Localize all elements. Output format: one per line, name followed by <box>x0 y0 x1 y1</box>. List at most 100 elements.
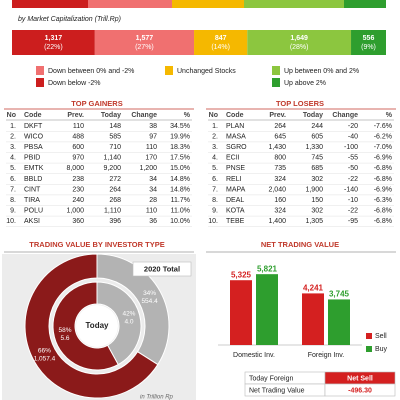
slice-share: 58% <box>59 327 72 334</box>
donut-title: TRADING VALUE BY INVESTOR TYPE <box>29 240 164 249</box>
segment-value: 556 <box>363 35 375 42</box>
top-bar-piece <box>12 0 88 8</box>
bar <box>230 280 252 345</box>
table-cell: 244 <box>311 123 323 130</box>
slice-share: 66% <box>38 348 51 355</box>
stack-segment <box>194 30 248 55</box>
table-cell: 8. <box>212 197 218 204</box>
segment-share: (27%) <box>135 44 154 51</box>
table-cell: -22 <box>348 208 358 215</box>
table-cell: 148 <box>109 123 121 130</box>
segment-share: (22%) <box>44 44 63 51</box>
table-cell: 230 <box>72 186 84 193</box>
top-bar-piece <box>88 0 172 8</box>
table-cell: 9. <box>212 208 218 215</box>
table-cell: 7. <box>10 186 16 193</box>
bar <box>328 299 350 345</box>
legend-label: Unchanged Stocks <box>177 68 236 75</box>
table-cell: KOTA <box>226 208 245 215</box>
column-header: Change <box>332 112 358 119</box>
table-cell: 1,305 <box>305 218 323 225</box>
table-cell: WICO <box>24 133 44 140</box>
table-cell: 645 <box>274 133 286 140</box>
table-cell: 34.5% <box>170 123 190 130</box>
bar <box>256 274 278 345</box>
table-cell: PBID <box>24 155 40 162</box>
table-cell: 800 <box>274 155 286 162</box>
legend-label: Down below -2% <box>48 80 101 87</box>
table-cell: 1. <box>212 123 218 130</box>
table-cell: 17.5% <box>170 155 190 162</box>
table-cell: -6.8% <box>374 176 392 183</box>
table-cell: 150 <box>311 197 323 204</box>
table-cell: DEAL <box>226 197 244 204</box>
column-header: Prev. <box>269 112 286 119</box>
column-header: No <box>7 112 16 119</box>
cell-text: Today Foreign <box>249 375 293 382</box>
segment-value: 847 <box>215 35 227 42</box>
table-cell: -95 <box>348 218 358 225</box>
table-cell: 240 <box>72 197 84 204</box>
table-cell: 1,000 <box>66 208 84 215</box>
legend-swatch <box>272 66 280 75</box>
stack-segment <box>247 30 352 55</box>
top-bar-piece <box>172 0 244 8</box>
table-cell: 38 <box>149 123 157 130</box>
table-cell: 10. <box>6 218 16 225</box>
table-cell: TIRA <box>24 197 40 204</box>
table-cell: 302 <box>311 176 323 183</box>
table-cell: MAPA <box>226 186 246 193</box>
table-cell: PLAN <box>226 123 244 130</box>
table-cell: 6. <box>212 176 218 183</box>
legend-label: Buy <box>375 346 388 353</box>
column-header: Code <box>24 112 42 119</box>
table-cell: 710 <box>109 144 121 151</box>
column-header: No <box>209 112 218 119</box>
bar-label: 3,745 <box>329 290 350 299</box>
table-cell: PBSA <box>24 144 43 151</box>
stack-segment <box>94 30 195 55</box>
table-cell: -6.9% <box>374 186 392 193</box>
table-cell: 238 <box>72 176 84 183</box>
table-cell: 585 <box>109 133 121 140</box>
table-cell: 268 <box>109 197 121 204</box>
table-cell: -7.6% <box>374 123 392 130</box>
bar-label: 5,821 <box>257 264 278 273</box>
table-cell: 735 <box>274 165 286 172</box>
table-cell: AKSI <box>24 218 40 225</box>
table-cell: 11.7% <box>171 197 190 204</box>
table-cell: 6. <box>10 176 16 183</box>
table-cell: 19.9% <box>170 133 190 140</box>
slice-amount: 4.0 <box>124 319 133 326</box>
table-cell: 324 <box>274 208 286 215</box>
legend-swatch <box>165 66 173 75</box>
table-cell: 360 <box>72 218 84 225</box>
table-cell: -55 <box>348 155 358 162</box>
segment-share: (28%) <box>290 44 309 51</box>
table-cell: -6.8% <box>374 165 392 172</box>
table-cell: -50 <box>348 165 358 172</box>
table-cell: TEBE <box>226 218 245 225</box>
legend-swatch <box>366 333 372 339</box>
legend-label: Up above 2% <box>284 80 326 87</box>
cell-text: Net Trading Value <box>249 387 305 394</box>
losers-title: TOP LOSERS <box>276 99 324 108</box>
table-cell: 2. <box>10 133 16 140</box>
legend-swatch <box>366 346 372 352</box>
table-cell: 272 <box>109 176 121 183</box>
table-cell: 34 <box>149 186 157 193</box>
center-label: Today <box>86 321 110 330</box>
legend-label: Up between 0% and 2% <box>284 68 359 75</box>
segment-share: (14%) <box>211 44 230 51</box>
slice-amount: 5.6 <box>61 335 70 342</box>
table-cell: 5. <box>10 165 16 172</box>
table-cell: -6.3% <box>374 197 392 204</box>
donut-center <box>76 305 118 347</box>
table-cell: 97 <box>149 133 157 140</box>
column-header: % <box>386 112 393 119</box>
table-cell: 110 <box>73 123 84 130</box>
legend-label: Down between 0% and -2% <box>48 68 134 75</box>
top-bar-piece <box>344 0 386 8</box>
